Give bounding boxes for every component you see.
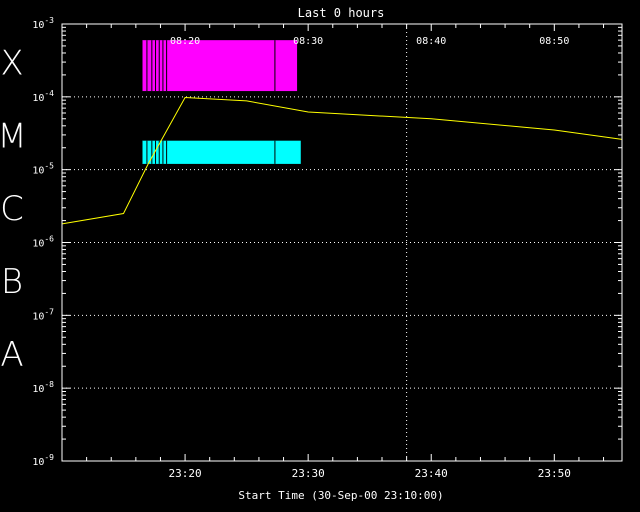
flare-band: [142, 40, 298, 92]
goes-class-label: A: [0, 335, 23, 375]
x-tick-label-top: 08:50: [539, 36, 569, 47]
y-tick-label: 10-6: [32, 235, 54, 250]
label-layer: 23:20 23:30 23:40 23:50 08:20 08:30 08:40 08:50…: [0, 16, 571, 480]
axis-layer: [61, 23, 623, 462]
y-tick-label: 10-7: [32, 307, 54, 322]
x-tick-label-top: 08:20: [170, 36, 200, 47]
y-tick-label: 10-9: [32, 453, 54, 468]
y-tick-label: 10-5: [32, 162, 54, 177]
x-tick-label-bottom: 23:20: [169, 467, 202, 480]
goes-class-label: B: [1, 262, 23, 302]
y-tick-label: 10-8: [32, 380, 54, 395]
grid-layer: [62, 24, 622, 461]
goes-class-label: C: [0, 189, 24, 229]
x-axis-label: Start Time (30-Sep-00 23:10:00): [238, 489, 443, 502]
flare-band: [142, 140, 301, 164]
y-tick-label: 10-4: [32, 89, 54, 104]
series-layer: [61, 96, 623, 225]
goes-class-label: M: [0, 116, 27, 156]
flux-series-line: [61, 96, 623, 225]
x-tick-label-bottom: 23:40: [415, 467, 448, 480]
chart-title: Last 0 hours: [298, 6, 385, 20]
band-layer: [141, 40, 301, 164]
goes-class-label: X: [0, 43, 23, 83]
x-tick-label-top: 08:40: [416, 36, 446, 47]
x-tick-label-bottom: 23:50: [538, 467, 571, 480]
y-tick-label: 10-3: [32, 16, 54, 31]
x-tick-label-bottom: 23:30: [292, 467, 325, 480]
x-tick-label-top: 08:30: [293, 36, 323, 47]
